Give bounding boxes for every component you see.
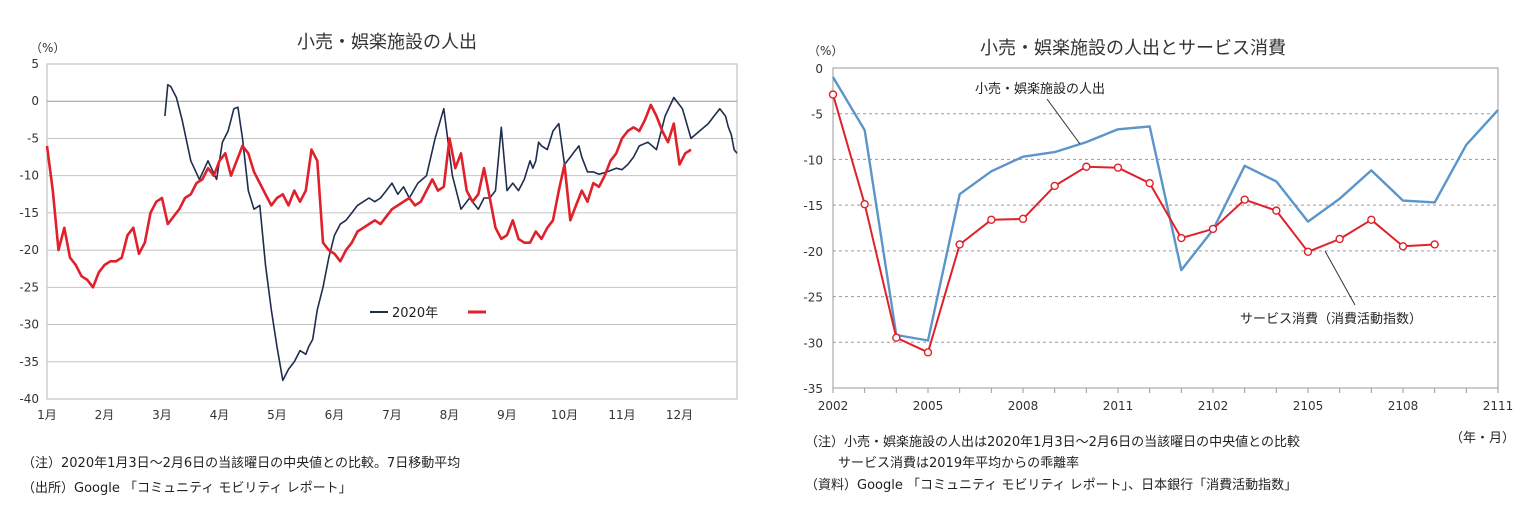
left-y-tick-label: -5	[27, 131, 39, 145]
right-chart: 小売・娯楽施設の人出とサービス消費 （%） 0 -5 -10 -15 -20 -25 -30…	[803, 38, 1515, 446]
right-y-tick-label: -15	[803, 199, 823, 213]
service-annotation-leader	[1324, 250, 1356, 306]
left-y-tick-label: -10	[19, 169, 39, 183]
right-y-tick-label: -35	[803, 382, 823, 396]
left-y-ticks: 5 0 -5 -10 -15 -20 -25 -30 -35 -40	[19, 57, 39, 406]
service-point	[987, 215, 996, 224]
service-annotation: サービス消費（消費活動指数）	[1240, 312, 1422, 327]
mobility-annotation: 小売・娯楽施設の人出	[975, 81, 1105, 97]
right-x-axis-label: （年・月）	[1450, 431, 1515, 446]
right-y-tick-label: -30	[803, 336, 823, 350]
service-point	[1240, 195, 1249, 204]
service-point	[1272, 206, 1281, 215]
right-note-3: （資料）Google 「コミュニティ モビリティ レポート」、日本銀行「消費活動…	[805, 478, 1298, 493]
left-x-tick-label: 5月	[267, 408, 287, 422]
mobility-series-line	[831, 76, 1499, 342]
left-x-tick-label: 1月	[37, 408, 57, 422]
left-x-tick-label: 11月	[608, 408, 635, 422]
right-gridlines	[833, 113, 1498, 343]
right-note-2: サービス消費は2019年平均からの乖離率	[838, 456, 1080, 471]
service-point	[860, 200, 869, 209]
left-y-tick-label: -20	[19, 243, 39, 257]
right-x-tick-label: 2111	[1483, 399, 1514, 413]
left-x-tick-label: 6月	[325, 408, 345, 422]
service-point	[1050, 181, 1059, 191]
right-x-tick-label: 2108	[1388, 399, 1419, 413]
left-y-tick-label: -25	[19, 280, 39, 294]
right-y-axis-label: （%）	[808, 44, 843, 58]
service-point	[1303, 247, 1313, 256]
right-note-1: （注）小売・娯楽施設の人出は2020年1月3日～2月6日の当該曜日の中央値との比…	[805, 435, 1301, 450]
left-legend: 2020年	[370, 306, 486, 321]
left-x-tick-label: 4月	[210, 408, 230, 422]
left-y-tick-label: 5	[31, 57, 39, 71]
right-y-tick-label: -5	[811, 108, 823, 122]
right-x-tick-label: 2008	[1008, 399, 1039, 413]
left-x-tick-label: 7月	[382, 408, 402, 422]
right-y-tick-label: 0	[815, 62, 823, 76]
right-x-tick-label: 2105	[1293, 399, 1324, 413]
right-x-tick-label: 2011	[1103, 399, 1134, 413]
left-y-tick-label: 0	[31, 94, 39, 108]
left-x-ticks: 1月 2月 3月 4月 5月 6月 7月 8月 9月 10月 11月 12月	[37, 408, 693, 422]
left-y-tick-label: -30	[19, 318, 39, 332]
right-x-tick-label: 2002	[818, 399, 849, 413]
service-point	[923, 348, 933, 357]
service-series-line	[832, 94, 1435, 354]
service-point	[1208, 224, 1218, 234]
right-y-tick-label: -10	[803, 153, 823, 167]
service-point	[1018, 214, 1028, 224]
service-point	[1177, 233, 1186, 243]
service-point	[828, 90, 838, 99]
series-2021-line	[45, 103, 692, 289]
series-2020-line	[164, 84, 738, 382]
service-point	[1335, 234, 1344, 244]
left-x-tick-label: 10月	[551, 408, 578, 422]
service-point	[892, 333, 901, 342]
service-point	[1145, 178, 1154, 188]
service-point	[1430, 240, 1439, 249]
service-point	[1113, 163, 1123, 172]
left-y-tick-label: -35	[19, 355, 39, 369]
left-x-tick-label: 3月	[152, 408, 172, 422]
right-y-ticks: 0 -5 -10 -15 -20 -25 -30 -35	[803, 62, 823, 396]
service-point	[1082, 162, 1091, 171]
right-chart-title: 小売・娯楽施設の人出とサービス消費	[980, 38, 1286, 59]
left-note-1: （注）2020年1月3日～2月6日の当該曜日の中央値との比較。7日移動平均	[22, 456, 461, 471]
left-gridlines	[47, 100, 737, 363]
left-x-tick-label: 12月	[666, 408, 693, 422]
left-chart: 小売・娯楽施設の人出 （%） 5 0 -5 -10 -15 -20 -25 -30 -35 -40…	[19, 32, 738, 422]
legend-2020-label: 2020年	[392, 306, 438, 321]
left-y-tick-label: -40	[19, 392, 39, 406]
right-x-tick-label: 2005	[913, 399, 944, 413]
right-x-tick-label: 2102	[1198, 399, 1229, 413]
left-y-axis-label: （%）	[30, 41, 65, 55]
left-chart-title: 小売・娯楽施設の人出	[297, 32, 477, 53]
left-x-tick-label: 2月	[95, 408, 115, 422]
right-y-tick-label: -20	[803, 245, 823, 259]
right-x-ticks: 2002 2005 2008 2011 2102 2105 2108 2111	[818, 388, 1514, 413]
left-x-tick-label: 8月	[440, 408, 460, 422]
service-point	[1367, 215, 1376, 224]
right-plot-area	[832, 67, 1499, 389]
service-point	[1398, 242, 1408, 251]
right-y-tick-label: -25	[803, 291, 823, 305]
left-note-2: （出所）Google 「コミュニティ モビリティ レポート」	[22, 481, 352, 496]
mobility-annotation-leader	[1046, 98, 1081, 145]
service-series-markers	[828, 90, 1439, 357]
left-x-tick-label: 9月	[497, 408, 517, 422]
left-plot-area	[46, 63, 738, 400]
left-y-tick-label: -15	[19, 206, 39, 220]
service-point	[955, 240, 964, 249]
